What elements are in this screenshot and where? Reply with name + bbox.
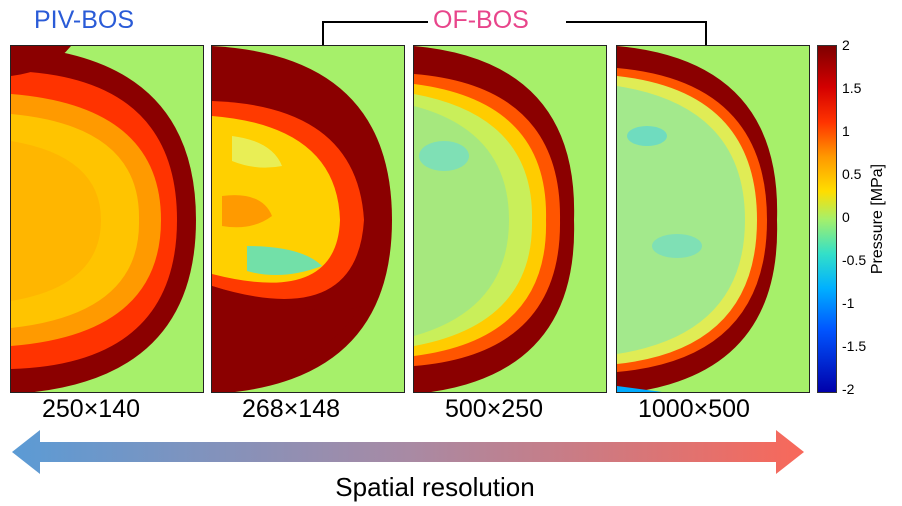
colorbar-tick: 0	[842, 209, 850, 225]
colorbar-tick: -0.5	[842, 252, 867, 268]
resolution-label-250x140: 250×140	[42, 395, 141, 423]
colorbar-tick: -1	[842, 295, 855, 311]
pressure-map-1000x500	[616, 45, 810, 393]
x-axis-label: Spatial resolution	[335, 472, 535, 502]
pressure-colorbar	[817, 45, 837, 393]
of-bos-label: OF-BOS	[433, 6, 529, 34]
piv-bos-label: PIV-BOS	[34, 6, 135, 34]
of-bos-bracket-left-horizontal	[322, 21, 428, 23]
colorbar-tick: 1.5	[842, 80, 862, 96]
pressure-map-268x148	[211, 45, 405, 393]
double-arrow-icon	[12, 430, 804, 474]
colorbar-tick: 2	[842, 37, 850, 53]
colorbar-tick: 1	[842, 123, 850, 139]
of-bos-bracket-left-tick	[322, 21, 324, 45]
colorbar-tick: -2	[842, 381, 855, 397]
pressure-map-250x140	[10, 45, 204, 393]
colorbar-tick: -1.5	[842, 338, 867, 354]
colorbar-label: Pressure [MPa]	[869, 163, 886, 275]
resolution-label-1000x500: 1000×500	[638, 395, 750, 423]
resolution-label-500x250: 500×250	[445, 395, 544, 423]
of-bos-bracket-right-tick	[705, 21, 707, 45]
resolution-label-268x148: 268×148	[242, 395, 341, 423]
colorbar-tick: 0.5	[842, 166, 862, 182]
of-bos-bracket-right-horizontal	[566, 21, 707, 23]
pressure-map-500x250	[413, 45, 607, 393]
